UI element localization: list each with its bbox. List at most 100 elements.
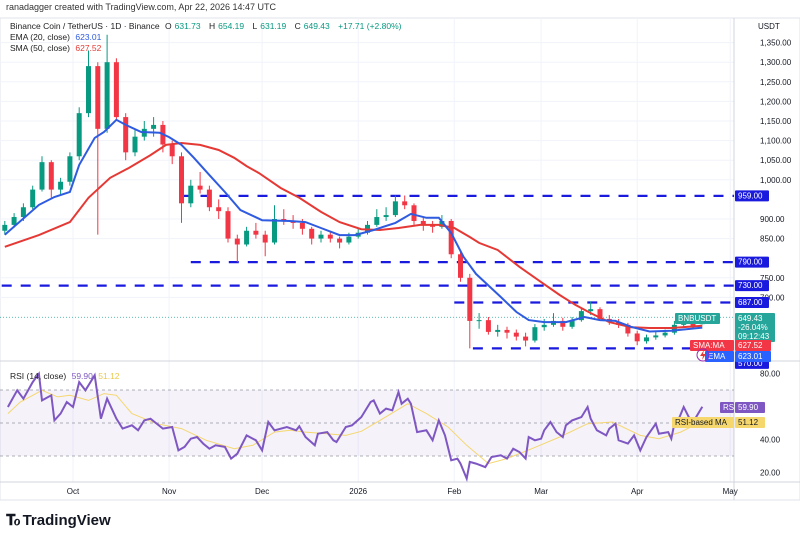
ohlc-open: O 631.73	[165, 21, 204, 31]
candle	[39, 156, 45, 192]
symbol-legend[interactable]: Binance Coin / TetherUS · 1D · Binance O…	[10, 21, 404, 31]
price-tick: 1,050.00	[760, 156, 792, 165]
candle-body	[188, 185, 194, 204]
candle-body	[504, 329, 510, 333]
candle-body	[523, 336, 529, 341]
last-price-badge-bg	[735, 313, 775, 342]
ema-label-badge-bg	[705, 351, 734, 362]
ema-label: EMA (20, close)	[10, 32, 70, 42]
price-axis[interactable]: USDT 1,350.00 1,300.00 1,250.00 1,200.00 1,1…	[758, 22, 792, 302]
candle-body	[151, 124, 157, 129]
candle-body	[67, 156, 73, 182]
price-change: +17.71 (+2.80%)	[338, 21, 402, 31]
candle	[458, 250, 463, 282]
level-badge-text: 687.00	[738, 298, 763, 307]
candle-body	[402, 201, 408, 206]
candle	[197, 171, 203, 194]
time-tick-mar: Mar	[534, 487, 548, 496]
candle-body	[20, 207, 26, 218]
candle	[30, 185, 36, 210]
candle	[485, 317, 491, 335]
candle	[272, 205, 277, 245]
chart-frame	[0, 17, 800, 501]
ohlc-low: L 631.19	[253, 21, 290, 31]
candle	[113, 58, 119, 121]
candle	[374, 209, 380, 227]
level-badge-text: 790.00	[738, 258, 763, 267]
price-tick: 1,250.00	[760, 78, 792, 87]
candle	[634, 330, 640, 346]
candle	[234, 234, 240, 263]
sma-label-badge: SMA:MA	[690, 340, 734, 351]
candle-body	[625, 324, 631, 334]
candle	[318, 230, 324, 243]
candle	[476, 313, 482, 329]
candle	[495, 324, 501, 337]
candle-body	[439, 220, 445, 227]
candle	[253, 222, 259, 239]
candle-body	[206, 189, 212, 208]
candle-body	[420, 220, 426, 225]
brand-name: TradingView	[22, 511, 111, 529]
rsi-label-badge-bg	[720, 402, 734, 413]
candle	[569, 317, 575, 329]
last-price-badge-text: -26.04%	[738, 323, 768, 332]
candle	[327, 230, 333, 243]
candle	[58, 177, 64, 196]
low-label: L	[252, 21, 258, 31]
rsi-label: RSI (14, close)	[10, 371, 67, 381]
candle	[86, 50, 91, 118]
ema20-line	[4, 118, 703, 333]
price-tick: 700.00	[760, 293, 785, 302]
chart-credit: ranadagger created with TradingView.com,…	[6, 2, 276, 12]
symbol-title: Binance Coin / TetherUS · 1D · Binance	[10, 21, 160, 31]
time-tick-2026: 2026	[349, 487, 367, 496]
candle	[67, 152, 73, 186]
time-tick-apr: Apr	[631, 487, 644, 496]
price-tick: 850.00	[760, 235, 785, 244]
candle-body	[374, 217, 380, 225]
rsi-line	[7, 371, 704, 482]
lightning-icon[interactable]	[696, 348, 710, 362]
sma-label: SMA (50, close)	[10, 43, 70, 53]
candle	[504, 326, 510, 339]
candle-body	[262, 234, 268, 243]
candle	[188, 179, 194, 208]
time-axis[interactable]: Oct Nov Dec 2026 Feb Mar Apr May	[67, 487, 738, 496]
rsi-axis[interactable]: 80.00 40.00 20.00	[760, 370, 781, 478]
rsi-value: 59.90	[71, 371, 93, 381]
candle	[309, 226, 315, 245]
candle-body	[411, 205, 417, 221]
candle	[337, 236, 343, 249]
rsi-ma-value-badge-bg	[735, 417, 765, 428]
rsi-ma-label-badge: RSI-based MA	[672, 417, 734, 428]
candle-body	[476, 320, 482, 322]
grid-lines	[0, 18, 734, 482]
candle-body	[653, 335, 659, 338]
candle-body	[569, 320, 575, 327]
candle-body	[458, 254, 463, 278]
rsi-ma-label-badge-bg	[672, 417, 734, 428]
rsi-value-badge-bg	[735, 402, 765, 413]
candle-body	[532, 327, 538, 341]
level-badge: 730.00	[735, 280, 769, 292]
tradingview-logo[interactable]: 𝐓ℴ TradingView	[6, 511, 111, 530]
ema-legend[interactable]: EMA (20, close) 623.01	[10, 32, 104, 42]
candle-body	[244, 230, 250, 245]
rsi-label-badge: RSI	[720, 402, 736, 413]
candle-body	[690, 322, 696, 326]
sma-value-badge-bg	[735, 340, 771, 351]
ohlc-close: C 649.43	[295, 21, 333, 31]
symbol-badge-text: BNBUSDT	[678, 314, 716, 323]
candle	[383, 207, 389, 221]
candle-body	[383, 215, 389, 218]
sma-legend[interactable]: SMA (50, close) 627.52	[10, 43, 104, 53]
level-badge: 959.00	[735, 190, 769, 202]
rsi-legend[interactable]: RSI (14, close) 59.90 51.12	[10, 371, 123, 381]
candle	[95, 62, 101, 235]
candle-body	[588, 309, 594, 312]
price-tick: 1,100.00	[760, 137, 792, 146]
candle-body	[30, 189, 36, 208]
candle	[206, 185, 212, 212]
